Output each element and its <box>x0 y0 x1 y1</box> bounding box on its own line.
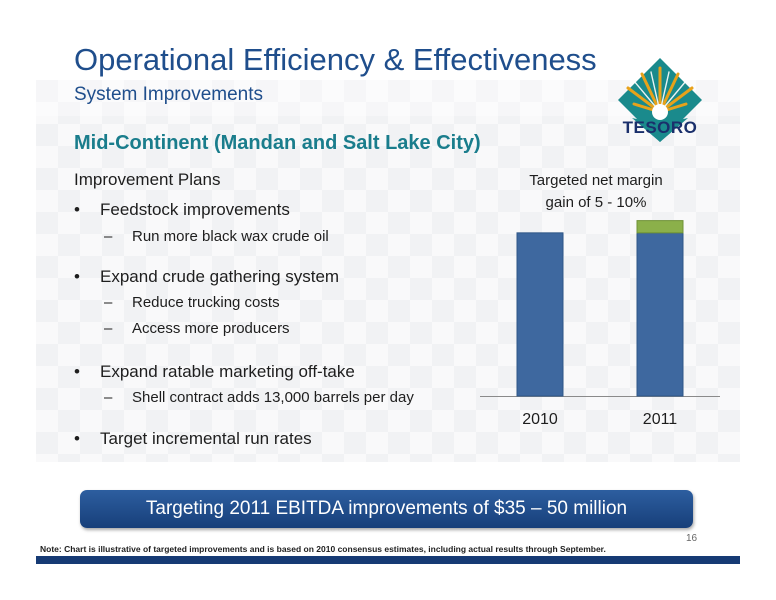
bullet-text: Feedstock improvements <box>100 200 290 219</box>
bar-base-2010 <box>516 232 564 397</box>
bar-gain-2011 <box>636 220 684 234</box>
bullet-icon: • <box>74 429 80 448</box>
sub-bullet-text: Access more producers <box>132 320 290 337</box>
page-title: Operational Efficiency & Effectiveness <box>74 42 597 77</box>
plans-heading: Improvement Plans <box>74 170 221 189</box>
dash-icon: – <box>104 320 113 337</box>
logo-wordmark: TESORO <box>622 118 698 137</box>
chart-title-line: Targeted net margin <box>529 172 663 189</box>
sub-bullet-text: Shell contract adds 13,000 barrels per d… <box>132 389 414 406</box>
section-heading: Mid-Continent (Mandan and Salt Lake City… <box>74 132 481 154</box>
footnote: Note: Chart is illustrative of targeted … <box>40 544 606 554</box>
bullet-icon: • <box>74 200 80 219</box>
bullet-icon: • <box>74 267 80 286</box>
bullet-text: Expand ratable marketing off-take <box>100 362 355 381</box>
page-number: 16 <box>686 533 698 544</box>
header-band <box>36 80 740 462</box>
x-tick-label: 2010 <box>522 411 558 428</box>
page-subtitle: System Improvements <box>74 84 263 105</box>
dash-icon: – <box>104 294 113 311</box>
chart-title-line: gain of 5 - 10% <box>545 194 647 211</box>
bullet-text: Expand crude gathering system <box>100 267 340 286</box>
bullet-icon: • <box>74 362 80 381</box>
dash-icon: – <box>104 228 113 245</box>
tesoro-logo-icon <box>618 58 702 142</box>
dash-icon: – <box>104 389 113 406</box>
bar-base-2011 <box>636 232 684 397</box>
chart-title: Targeted net margin gain of 5 - 10% <box>506 170 686 214</box>
footer-bar <box>36 556 740 564</box>
bullet-text: Target incremental run rates <box>100 429 312 448</box>
sub-bullet-text: Run more black wax crude oil <box>132 228 329 245</box>
x-tick-label: 2011 <box>643 411 678 428</box>
margin-bar-chart: 2010 2011 <box>480 220 720 428</box>
sub-bullet-text: Reduce trucking costs <box>132 294 280 311</box>
ebitda-target-banner: Targeting 2011 EBITDA improvements of $3… <box>80 490 693 528</box>
